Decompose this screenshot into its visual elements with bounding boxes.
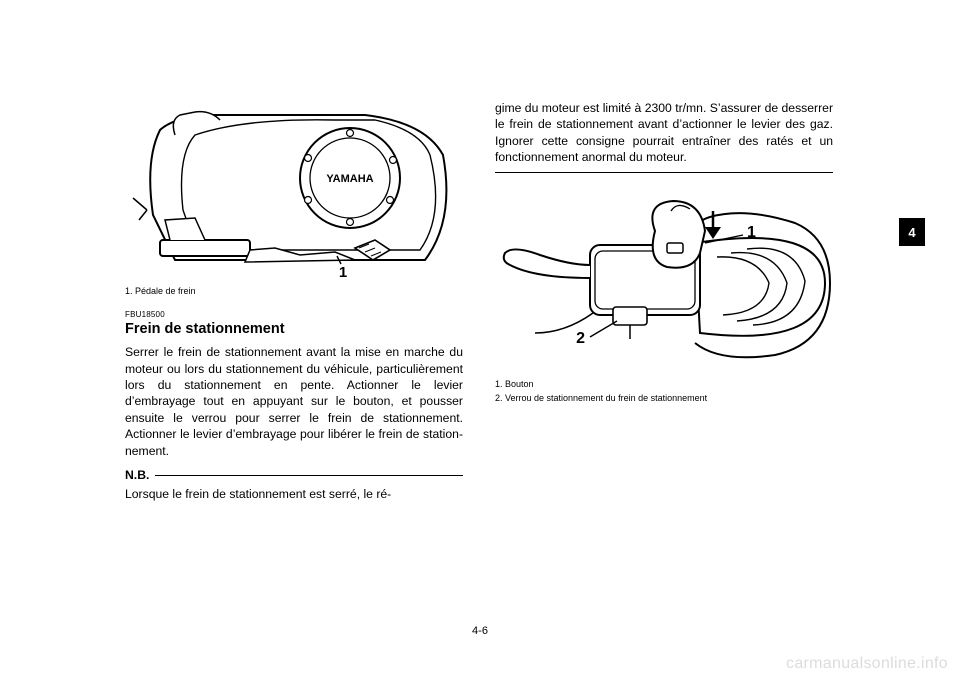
page-number: 4-6 xyxy=(472,625,488,637)
figure2-caption-1: 1. Bouton xyxy=(495,379,833,391)
callout-2-right: 2 xyxy=(576,330,585,347)
figure2-caption-2: 2. Verrou de stationnement du frein de s… xyxy=(495,393,833,405)
paragraph-1: Serrer le frein de stationnement avant l… xyxy=(125,344,463,459)
chapter-tab: 4 xyxy=(899,218,925,246)
manual-page: YAMAHA xyxy=(125,100,835,620)
figure-handle-lock: 1 2 xyxy=(495,183,833,373)
left-column: YAMAHA xyxy=(125,100,463,502)
callout-1: 1 xyxy=(339,264,347,280)
right-column: gime du moteur est limité à 2300 tr/mn. … xyxy=(495,100,833,502)
nb-rule-line xyxy=(155,475,463,476)
handle-illustration-svg: 1 2 xyxy=(495,183,833,373)
paragraph-top-right: gime du moteur est limité à 2300 tr/mn. … xyxy=(495,100,833,166)
nb-label: N.B. xyxy=(125,467,149,483)
figure-engine-brake-pedal: YAMAHA xyxy=(125,100,463,280)
product-code: FBU18500 xyxy=(125,310,463,321)
nb-text: Lorsque le frein de stationnement est se… xyxy=(125,486,463,502)
brand-label: YAMAHA xyxy=(326,173,373,185)
watermark-text: carmanualsonline.info xyxy=(786,655,948,673)
engine-illustration-svg: YAMAHA xyxy=(125,100,463,280)
section-heading: Frein de stationnement xyxy=(125,320,463,340)
nb-row: N.B. xyxy=(125,467,463,483)
callout-1-right: 1 xyxy=(747,224,756,241)
section-rule xyxy=(495,172,833,173)
figure1-caption: 1. Pédale de frein xyxy=(125,286,463,298)
two-column-layout: YAMAHA xyxy=(125,100,835,502)
